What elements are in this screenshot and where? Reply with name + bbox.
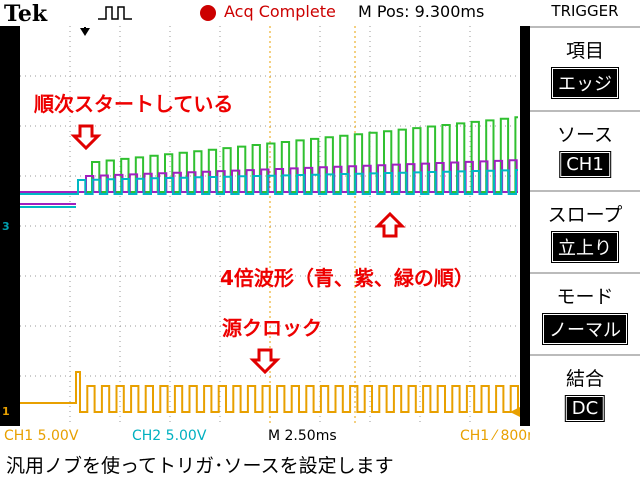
menu-value: ノーマル	[542, 313, 628, 345]
side-menu-title: TRIGGER	[551, 2, 619, 20]
trigger-pulse-icon	[98, 6, 132, 20]
ch2-cyan-trace	[20, 169, 518, 195]
menu-item-type[interactable]: 項目 エッジ	[530, 26, 640, 104]
menu-label: スロープ	[547, 204, 623, 226]
trigger-level-icon	[510, 407, 520, 417]
annotation-sequential-start: 順次スタートしている	[34, 92, 234, 116]
menu-label: 項目	[565, 40, 604, 62]
menu-value: CH1	[559, 151, 611, 178]
menu-value: 立上り	[551, 231, 619, 263]
arrow-down-icon	[249, 348, 281, 375]
trigger-level-readout: CH1 ⁄ 800mV	[460, 428, 551, 444]
menu-value: エッジ	[551, 67, 619, 99]
brand-logo: Tek	[4, 1, 48, 27]
menu-label: モード	[556, 286, 614, 308]
menu-label: ソース	[556, 124, 614, 146]
ch1-ground-marker[interactable]: 1	[2, 405, 10, 418]
menu-item-slope[interactable]: スロープ 立上り	[530, 190, 640, 268]
ch1-clock-trace	[20, 371, 519, 413]
acquisition-status: Acq Complete	[224, 2, 336, 21]
status-header	[0, 0, 530, 26]
menu-item-coupling[interactable]: 結合 DC	[530, 354, 640, 432]
help-message: 汎用ノブを使ってトリガ･ソースを設定します	[6, 455, 394, 477]
timebase-readout: M 2.50ms	[268, 428, 337, 444]
menu-value: DC	[564, 395, 606, 422]
annotation-fourth-harmonic: 4倍波形（青、紫、緑の順）	[220, 266, 474, 290]
menu-label: 結合	[565, 368, 604, 390]
arrow-down-icon	[70, 124, 102, 151]
ch1-scale: CH1 5.00V	[4, 428, 79, 444]
ch2-scale: CH2 5.00V	[132, 428, 207, 444]
annotation-source-clock: 源クロック	[222, 316, 322, 340]
main-position-readout: M Pos: 9.300ms	[358, 2, 485, 21]
menu-item-source[interactable]: ソース CH1	[530, 110, 640, 188]
markers	[70, 124, 406, 375]
readout-bar	[0, 426, 530, 448]
traces	[20, 116, 520, 417]
arrow-up-icon	[374, 211, 406, 238]
record-icon	[200, 5, 216, 21]
menu-item-mode[interactable]: モード ノーマル	[530, 272, 640, 350]
help-bar	[0, 448, 640, 480]
ch3-ground-marker[interactable]: 3	[2, 220, 10, 233]
